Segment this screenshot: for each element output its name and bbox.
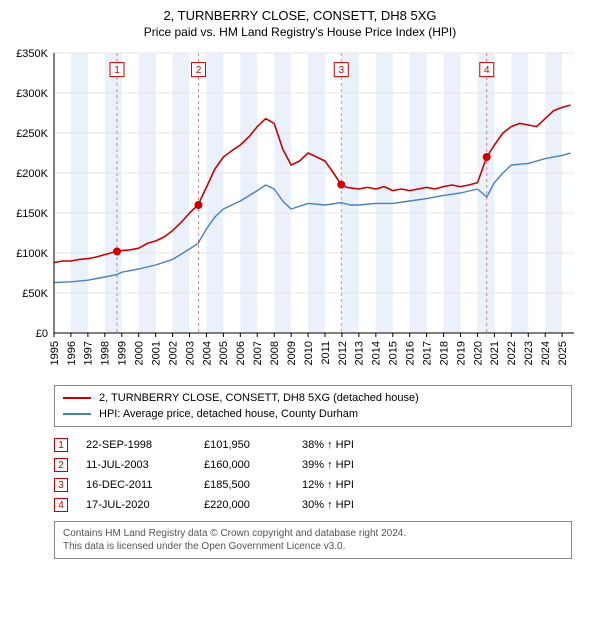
chart-container: £0 £50K £100K £150K £200K £250K £300K £350K 1 2 3 4… [8,47,592,377]
svg-text:2000: 2000 [134,341,146,365]
svg-text:2010: 2010 [303,341,315,365]
svg-text:2002: 2002 [167,341,179,365]
svg-text:2011: 2011 [320,341,332,365]
svg-text:2003: 2003 [184,341,196,365]
svg-text:£300K: £300K [16,88,48,100]
legend-swatch [63,413,91,415]
svg-text:2012: 2012 [337,341,349,365]
svg-text:£50K: £50K [22,288,48,300]
sale-price: £220,000 [204,499,284,511]
legend-label: HPI: Average price, detached house, Coun… [99,406,358,422]
svg-text:1997: 1997 [83,341,95,365]
sale-price: £101,950 [204,439,284,451]
svg-text:2020: 2020 [472,341,484,365]
sale-marker-badge: 3 [54,478,68,492]
legend-swatch [63,397,91,399]
sale-row: 1 22-SEP-1998 £101,950 38% ↑ HPI [54,435,572,455]
footnote-line: This data is licensed under the Open Gov… [63,540,563,553]
svg-text:2013: 2013 [354,341,366,365]
svg-text:2001: 2001 [150,341,162,365]
sale-delta: 30% ↑ HPI [302,499,382,511]
sale-row: 4 17-JUL-2020 £220,000 30% ↑ HPI [54,495,572,515]
sale-marker-badge: 4 [54,498,68,512]
svg-text:2017: 2017 [421,341,433,365]
svg-text:2022: 2022 [506,341,518,365]
svg-text:2024: 2024 [540,341,552,365]
svg-text:2025: 2025 [557,341,569,365]
svg-text:2023: 2023 [523,341,535,365]
price-chart: £0 £50K £100K £150K £200K £250K £300K £350K 1 2 3 4… [8,47,592,377]
sale-marker-badge: 1 [54,438,68,452]
svg-text:2004: 2004 [201,341,213,365]
svg-text:£250K: £250K [16,128,48,140]
svg-text:1998: 1998 [100,341,112,365]
sale-delta: 38% ↑ HPI [302,439,382,451]
legend-item: 2, TURNBERRY CLOSE, CONSETT, DH8 5XG (de… [63,390,563,406]
sale-delta: 12% ↑ HPI [302,479,382,491]
svg-text:1996: 1996 [66,341,78,365]
sale-delta: 39% ↑ HPI [302,459,382,471]
svg-text:4: 4 [484,65,490,76]
svg-text:2009: 2009 [286,341,298,365]
sales-table: 1 22-SEP-1998 £101,950 38% ↑ HPI 2 11-JUL-200… [54,435,572,515]
svg-text:2: 2 [196,65,202,76]
svg-text:£200K: £200K [16,168,48,180]
sale-marker-badge: 2 [54,458,68,472]
legend-box: 2, TURNBERRY CLOSE, CONSETT, DH8 5XG (de… [54,385,572,427]
svg-text:2014: 2014 [371,341,383,365]
svg-text:£150K: £150K [16,208,48,220]
svg-text:2015: 2015 [388,341,400,365]
svg-text:3: 3 [338,65,344,76]
svg-text:2007: 2007 [252,341,264,365]
svg-text:£100K: £100K [16,248,48,260]
svg-text:1995: 1995 [49,341,61,365]
sale-row: 2 11-JUL-2003 £160,000 39% ↑ HPI [54,455,572,475]
chart-subtitle: Price paid vs. HM Land Registry's House … [8,25,592,39]
legend-item: HPI: Average price, detached house, Coun… [63,406,563,422]
svg-text:£0: £0 [36,328,48,340]
svg-text:2006: 2006 [235,341,247,365]
svg-text:2018: 2018 [438,341,450,365]
attribution-footnote: Contains HM Land Registry data © Crown c… [54,521,572,559]
sale-row: 3 16-DEC-2011 £185,500 12% ↑ HPI [54,475,572,495]
sale-price: £160,000 [204,459,284,471]
svg-text:2008: 2008 [269,341,281,365]
chart-title: 2, TURNBERRY CLOSE, CONSETT, DH8 5XG [8,8,592,23]
svg-text:2016: 2016 [405,341,417,365]
svg-text:1: 1 [114,65,120,76]
svg-text:2005: 2005 [218,341,230,365]
sale-date: 17-JUL-2020 [86,499,186,511]
svg-text:2021: 2021 [489,341,501,365]
sale-price: £185,500 [204,479,284,491]
legend-label: 2, TURNBERRY CLOSE, CONSETT, DH8 5XG (de… [99,390,419,406]
sale-date: 11-JUL-2003 [86,459,186,471]
svg-text:£350K: £350K [16,48,48,60]
svg-text:2019: 2019 [455,341,467,365]
sale-date: 16-DEC-2011 [86,479,186,491]
svg-text:1999: 1999 [117,341,129,365]
footnote-line: Contains HM Land Registry data © Crown c… [63,527,563,540]
sale-date: 22-SEP-1998 [86,439,186,451]
